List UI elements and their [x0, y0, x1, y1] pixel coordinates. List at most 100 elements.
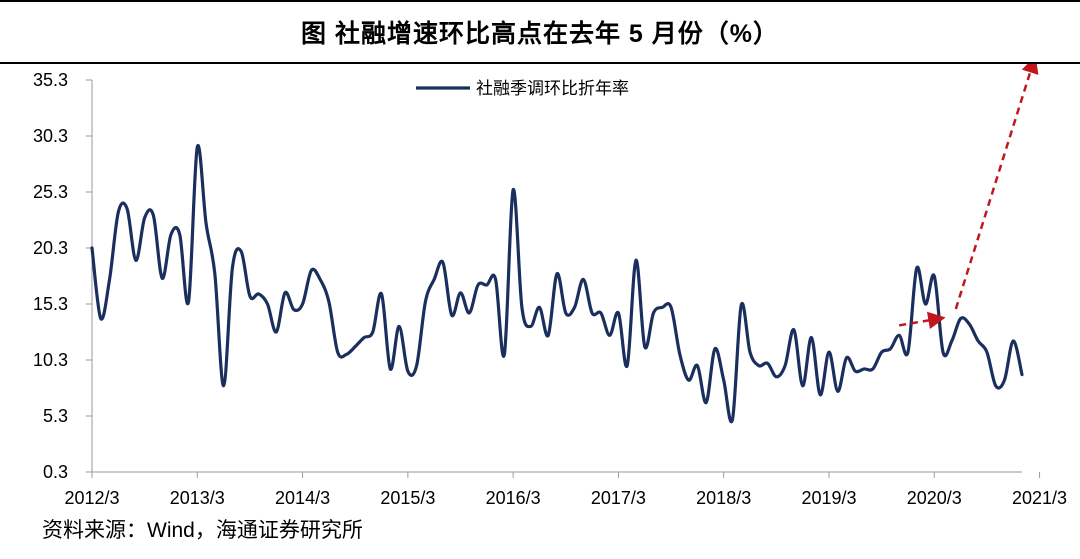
- data-point: [423, 299, 428, 304]
- x-tick-label: 2014/3: [275, 488, 330, 508]
- data-point: [958, 316, 963, 321]
- data-point: [318, 277, 323, 282]
- data-point: [309, 268, 314, 273]
- data-point: [142, 215, 147, 220]
- axes: [91, 80, 1022, 473]
- data-point: [862, 366, 867, 371]
- data-point: [555, 271, 560, 276]
- data-point: [704, 400, 709, 405]
- data-point: [221, 383, 226, 388]
- data-point: [476, 282, 481, 287]
- data-point: [493, 277, 498, 282]
- x-tick-label: 2012/3: [64, 488, 119, 508]
- data-point: [748, 350, 753, 355]
- data-point: [756, 363, 761, 368]
- chart: 0.3 5.3 10.3 15.3 20.3 25.3 30.3 35.3 2012/3 2013…: [33, 64, 1067, 508]
- data-point: [923, 302, 928, 307]
- data-point: [116, 210, 121, 215]
- data-point: [625, 363, 630, 368]
- legend-label: 社融季调环比折年率: [476, 79, 629, 98]
- data-point: [651, 310, 656, 315]
- data-point: [853, 369, 858, 374]
- x-tick-label: 2013/3: [170, 488, 225, 508]
- data-point: [151, 213, 156, 218]
- source-note: 资料来源：Wind，海通证券研究所: [42, 519, 363, 542]
- series-line-social-financing: [90, 143, 1024, 424]
- data-point: [125, 206, 130, 211]
- y-tick-label: 35.3: [33, 70, 68, 90]
- data-point: [283, 290, 288, 295]
- data-point: [405, 369, 410, 374]
- data-point: [669, 305, 674, 310]
- data-point: [519, 305, 524, 310]
- data-point: [765, 361, 770, 366]
- title-bar: 图 社融增速环比高点在去年 5 月份（%）: [0, 0, 1080, 64]
- data-point: [300, 302, 305, 307]
- data-point: [809, 335, 814, 340]
- data-point: [186, 299, 191, 304]
- data-point: [677, 352, 682, 357]
- y-tick-label: 25.3: [33, 182, 68, 202]
- data-point: [90, 246, 95, 251]
- data-point: [247, 294, 252, 299]
- y-tick-label: 5.3: [43, 406, 68, 426]
- data-point: [98, 316, 103, 321]
- data-point: [914, 266, 919, 271]
- data-point: [870, 366, 875, 371]
- data-point: [528, 324, 533, 329]
- data-point: [695, 363, 700, 368]
- data-point: [370, 330, 375, 335]
- y-tick-label: 0.3: [43, 462, 68, 482]
- data-point: [888, 346, 893, 351]
- data-point: [353, 344, 358, 349]
- x-tick-label: 2016/3: [486, 488, 541, 508]
- data-point: [458, 290, 463, 295]
- data-point: [686, 378, 691, 383]
- data-point: [265, 302, 270, 307]
- data-point: [546, 333, 551, 338]
- data-point: [826, 350, 831, 355]
- data-point: [1002, 378, 1007, 383]
- data-point: [572, 305, 577, 310]
- data-point: [598, 310, 603, 315]
- data-point: [484, 282, 489, 287]
- data-point: [361, 335, 366, 340]
- data-point: [590, 310, 595, 315]
- data-point: [511, 187, 516, 192]
- x-tick-label: 2019/3: [801, 488, 856, 508]
- data-point: [730, 417, 735, 422]
- data-point: [791, 327, 796, 332]
- data-point: [712, 346, 717, 351]
- arrow-down-annotation: [954, 64, 1039, 310]
- data-point: [440, 260, 445, 265]
- data-point: [660, 305, 665, 310]
- y-tick-label: 30.3: [33, 126, 68, 146]
- data-point: [274, 330, 279, 335]
- data-point: [204, 221, 209, 226]
- data-point: [379, 291, 384, 296]
- data-point: [993, 383, 998, 388]
- x-tick-label: 2018/3: [696, 488, 751, 508]
- data-point: [449, 313, 454, 318]
- tick-labels: 0.3 5.3 10.3 15.3 20.3 25.3 30.3 35.3 2012/3 2013…: [33, 70, 1067, 508]
- y-tick-label: 20.3: [33, 238, 68, 258]
- annotations: [898, 64, 1039, 330]
- chart-title: 图 社融增速环比高点在去年 5 月份（%）: [301, 20, 779, 48]
- data-point: [239, 249, 244, 254]
- data-point: [1020, 372, 1025, 377]
- data-point: [984, 350, 989, 355]
- data-point: [537, 305, 542, 310]
- data-point: [774, 374, 779, 379]
- data-point: [581, 277, 586, 282]
- data-point: [432, 277, 437, 282]
- data-point: [388, 366, 393, 371]
- data-point: [941, 350, 946, 355]
- data-point: [976, 338, 981, 343]
- data-point: [133, 258, 138, 263]
- x-tick-label: 2020/3: [907, 488, 962, 508]
- data-point: [905, 350, 910, 355]
- data-point: [326, 299, 331, 304]
- data-point: [844, 355, 849, 360]
- data-point: [949, 338, 954, 343]
- data-point: [414, 363, 419, 368]
